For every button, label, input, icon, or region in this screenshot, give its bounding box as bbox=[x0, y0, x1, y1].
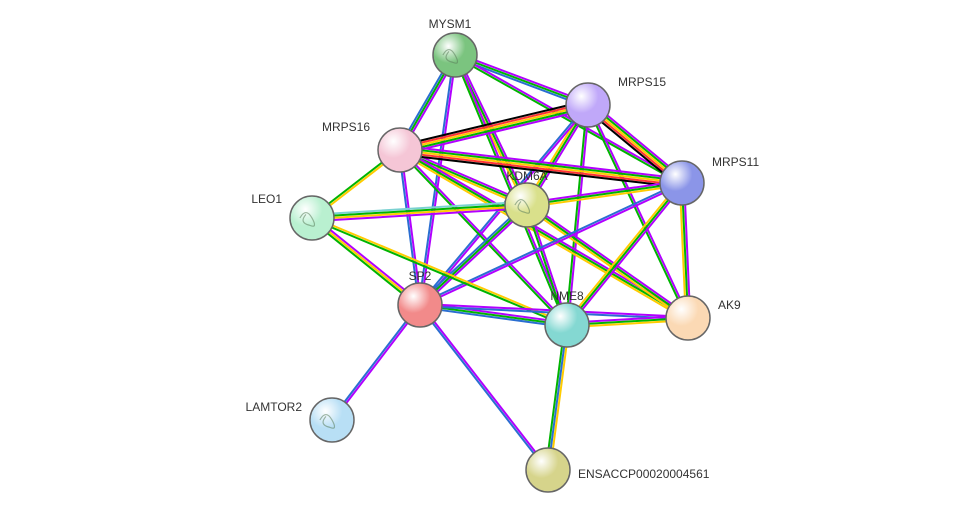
node-label: AK9 bbox=[718, 298, 741, 312]
node-label: NME8 bbox=[550, 289, 584, 303]
node-label: LAMTOR2 bbox=[246, 400, 303, 414]
node-ak9[interactable]: AK9 bbox=[666, 296, 741, 340]
node-nme8[interactable]: NME8 bbox=[545, 289, 589, 347]
node-mrps15[interactable]: MRPS15 bbox=[566, 75, 666, 127]
node-label: MYSM1 bbox=[429, 17, 472, 31]
node-label: SP2 bbox=[409, 269, 432, 283]
protein-network-diagram: MYSM1 MRPS15 MRPS16 MRPS11 KDM6A LEO1 SP2 NME8 A… bbox=[0, 0, 976, 508]
network-edge[interactable] bbox=[527, 185, 682, 207]
network-edge[interactable] bbox=[419, 306, 547, 471]
node-mrps16[interactable]: MRPS16 bbox=[322, 120, 422, 172]
node-mrps11[interactable]: MRPS11 bbox=[660, 155, 759, 205]
node-ens[interactable]: ENSACCP00020004561 bbox=[526, 448, 710, 492]
node-leo1[interactable]: LEO1 bbox=[251, 192, 334, 240]
edges-layer bbox=[311, 53, 691, 471]
node-label: KDM6A bbox=[506, 169, 547, 183]
node-label: MRPS16 bbox=[322, 120, 370, 134]
node-label: MRPS15 bbox=[618, 75, 666, 89]
node-label: MRPS11 bbox=[712, 155, 759, 169]
node-sp2[interactable]: SP2 bbox=[398, 269, 442, 327]
node-label: ENSACCP00020004561 bbox=[578, 467, 710, 481]
node-lamtor2[interactable]: LAMTOR2 bbox=[246, 398, 354, 442]
network-edge[interactable] bbox=[421, 304, 549, 469]
node-label: LEO1 bbox=[251, 192, 282, 206]
node-mysm1[interactable]: MYSM1 bbox=[429, 17, 477, 77]
node-kdm6a[interactable]: KDM6A bbox=[505, 169, 549, 227]
